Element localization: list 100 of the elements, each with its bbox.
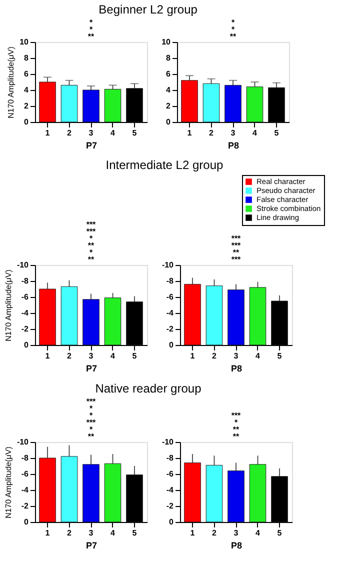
- y-tick-label: -2: [166, 324, 174, 334]
- x-axis-title: P8: [230, 540, 242, 550]
- y-tick-label: -6: [21, 470, 30, 478]
- text: *: [89, 25, 94, 34]
- x-axis-title: P7: [86, 140, 98, 150]
- bar: [202, 83, 220, 122]
- y-tick-label: -10: [162, 260, 174, 270]
- y-tick-label: -4: [21, 486, 30, 494]
- x-axis-title: P7: [86, 540, 98, 550]
- y-tick-label: 4: [166, 86, 172, 94]
- y-tick-label: 6: [24, 70, 30, 78]
- y-tick-label: 6: [166, 70, 172, 78]
- x-axis-title: P8: [228, 140, 240, 150]
- y-tick-label: -8: [166, 276, 174, 286]
- y-tick-label: -10: [162, 438, 174, 446]
- x-tick-label: 1: [45, 128, 50, 138]
- y-tick-label: -6: [21, 292, 30, 302]
- text: **: [232, 248, 240, 257]
- x-tick-label: 1: [45, 528, 50, 538]
- y-tick-label: -4: [166, 308, 174, 318]
- y-tick-label: -2: [21, 502, 30, 510]
- x-tick-label: 4: [110, 128, 116, 138]
- y-tick-label: -4: [21, 308, 30, 318]
- text: **: [88, 432, 95, 441]
- y-tick-label: 0: [169, 340, 174, 350]
- x-tick-label: 5: [277, 352, 282, 360]
- chart-title: Native reader group: [95, 382, 202, 396]
- y-tick-label: 0: [24, 118, 30, 126]
- text: **: [88, 32, 95, 41]
- y-tick-label: 10: [20, 38, 30, 46]
- y-axis-title: N170 Amplitude(μV): [4, 446, 13, 518]
- chart-title: Beginner L2 group: [98, 2, 198, 16]
- bar: [39, 82, 56, 122]
- x-tick-label: 4: [252, 128, 258, 138]
- text: *: [89, 248, 94, 257]
- y-axis-title: N170 Amplitude(μV): [6, 46, 16, 118]
- y-tick-label: -6: [166, 470, 174, 478]
- x-tick-label: 1: [190, 528, 196, 538]
- y-tick-label: 2: [166, 102, 172, 110]
- text: *: [234, 418, 238, 427]
- y-tick-label: 2: [24, 102, 30, 110]
- x-tick-label: 5: [277, 528, 282, 538]
- x-tick-label: 3: [230, 128, 236, 138]
- bar: [224, 84, 242, 122]
- y-tick-label: 0: [169, 518, 174, 526]
- text: *: [231, 25, 236, 34]
- x-tick-label: 2: [212, 352, 218, 360]
- y-tick-label: 0: [166, 118, 172, 126]
- x-tick-label: 1: [190, 352, 196, 360]
- x-tick-label: 4: [256, 528, 261, 538]
- x-tick-label: 1: [187, 128, 192, 138]
- y-axis-title: N170 Amplitude(μV): [4, 269, 13, 342]
- x-axis-title: P7: [86, 364, 98, 374]
- text: *: [89, 425, 94, 434]
- text: ***: [231, 411, 242, 420]
- x-tick-label: 5: [132, 352, 138, 360]
- y-tick-label: -10: [16, 260, 30, 270]
- text: *: [89, 234, 94, 243]
- y-tick-label: 4: [24, 86, 30, 94]
- x-tick-label: 2: [212, 528, 218, 538]
- text: ***: [86, 227, 97, 236]
- y-tick-label: 8: [166, 54, 172, 62]
- text: ***: [231, 241, 242, 250]
- y-tick-label: 10: [162, 38, 172, 46]
- text: ***: [86, 397, 97, 406]
- bar: [82, 90, 100, 122]
- text: **: [88, 255, 95, 264]
- x-tick-label: 2: [67, 528, 72, 538]
- x-tick-label: 3: [88, 528, 94, 538]
- y-tick-label: 0: [24, 518, 30, 526]
- y-tick-label: -10: [16, 438, 30, 446]
- text: ***: [231, 255, 242, 264]
- x-tick-label: 2: [67, 128, 72, 138]
- bar: [60, 84, 78, 122]
- y-tick-label: -6: [166, 292, 174, 302]
- x-tick-label: 4: [110, 352, 116, 360]
- x-tick-label: 2: [209, 128, 214, 138]
- x-tick-label: 4: [256, 352, 261, 360]
- bar: [246, 86, 264, 122]
- y-tick-label: -2: [21, 324, 30, 334]
- bar: [181, 80, 198, 122]
- y-tick-label: -8: [21, 454, 30, 462]
- x-tick-label: 5: [132, 528, 138, 538]
- x-tick-label: 5: [132, 128, 138, 138]
- y-tick-label: 0: [24, 340, 30, 350]
- x-tick-label: 3: [234, 528, 239, 538]
- x-tick-label: 3: [88, 128, 94, 138]
- text: ***: [86, 220, 97, 229]
- text: *: [89, 411, 94, 420]
- chart-title: Intermediate L2 group: [106, 158, 224, 172]
- x-tick-label: 4: [110, 528, 116, 538]
- text: **: [88, 241, 95, 250]
- x-axis-title: P8: [230, 364, 242, 374]
- text: **: [232, 425, 240, 434]
- x-tick-label: 5: [274, 128, 280, 138]
- y-tick-label: 8: [24, 54, 30, 62]
- text: ***: [86, 418, 97, 427]
- bar: [104, 88, 122, 122]
- text: **: [230, 32, 237, 41]
- x-tick-label: 3: [88, 352, 94, 360]
